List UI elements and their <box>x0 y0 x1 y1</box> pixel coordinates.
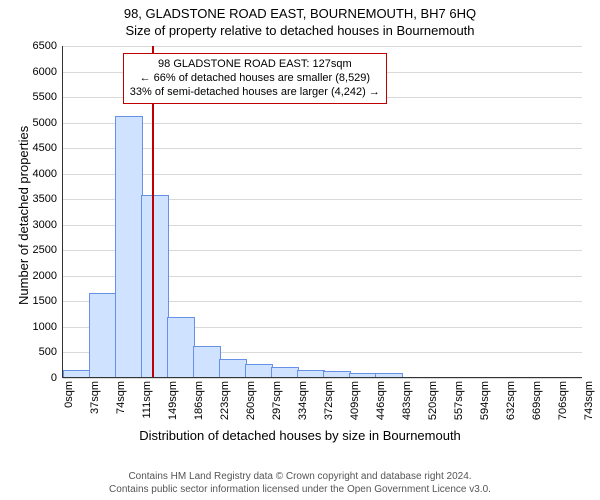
y-tick-label: 1500 <box>33 295 57 307</box>
y-tick-label: 2000 <box>33 270 57 282</box>
x-tick-label: 74sqm <box>115 381 127 414</box>
y-gridline <box>63 378 582 379</box>
x-tick-label: 409sqm <box>349 381 361 420</box>
x-tick-label: 520sqm <box>427 381 439 420</box>
chart-plot-area: 0500100015002000250030003500400045005000… <box>62 46 582 378</box>
annotation-line1: 98 GLADSTONE ROAD EAST: 127sqm <box>130 57 380 71</box>
histogram-bar <box>219 359 246 377</box>
histogram-bar <box>297 370 324 377</box>
x-tick-label: 557sqm <box>453 381 465 420</box>
x-tick-label: 743sqm <box>583 381 595 420</box>
histogram-bar <box>115 116 142 377</box>
y-tick-label: 3500 <box>33 193 57 205</box>
y-tick-label: 500 <box>39 346 57 358</box>
attribution-line2: Contains public sector information licen… <box>0 483 600 496</box>
histogram-bar <box>63 370 90 377</box>
chart-title-address: 98, GLADSTONE ROAD EAST, BOURNEMOUTH, BH… <box>0 0 600 21</box>
y-tick-label: 1000 <box>33 321 57 333</box>
x-tick-label: 37sqm <box>89 381 101 414</box>
y-tick-label: 4500 <box>33 142 57 154</box>
histogram-bar <box>141 195 168 377</box>
histogram-bar <box>271 367 298 377</box>
x-tick-label: 706sqm <box>557 381 569 420</box>
y-tick-label: 5500 <box>33 91 57 103</box>
x-tick-label: 483sqm <box>401 381 413 420</box>
y-tick-label: 5000 <box>33 117 57 129</box>
x-tick-label: 446sqm <box>375 381 387 420</box>
y-axis-title: Number of detached properties <box>16 126 31 305</box>
histogram-bar <box>349 373 376 377</box>
x-tick-label: 0sqm <box>63 381 75 408</box>
histogram-bar <box>323 371 350 377</box>
x-tick-label: 260sqm <box>245 381 257 420</box>
y-tick-label: 3000 <box>33 219 57 231</box>
y-gridline <box>63 46 582 47</box>
histogram-bar <box>375 373 402 377</box>
x-axis-title: Distribution of detached houses by size … <box>0 428 600 443</box>
x-tick-label: 334sqm <box>297 381 309 420</box>
histogram-bar <box>193 346 220 377</box>
histogram-bar <box>89 293 116 377</box>
x-tick-label: 372sqm <box>323 381 335 420</box>
y-tick-label: 4000 <box>33 168 57 180</box>
attribution-text: Contains HM Land Registry data © Crown c… <box>0 470 600 496</box>
annotation-line2: ← 66% of detached houses are smaller (8,… <box>130 71 380 85</box>
x-tick-label: 594sqm <box>479 381 491 420</box>
chart-title-subtitle: Size of property relative to detached ho… <box>0 21 600 38</box>
x-tick-label: 669sqm <box>531 381 543 420</box>
y-tick-label: 6000 <box>33 66 57 78</box>
annotation-line3: 33% of semi-detached houses are larger (… <box>130 85 380 99</box>
x-tick-label: 297sqm <box>271 381 283 420</box>
annotation-box: 98 GLADSTONE ROAD EAST: 127sqm← 66% of d… <box>123 53 387 104</box>
x-tick-label: 149sqm <box>167 381 179 420</box>
x-tick-label: 186sqm <box>193 381 205 420</box>
histogram-bar <box>167 317 194 377</box>
x-tick-label: 632sqm <box>505 381 517 420</box>
x-tick-label: 223sqm <box>219 381 231 420</box>
histogram-bar <box>245 364 272 377</box>
x-tick-label: 111sqm <box>141 381 153 419</box>
y-tick-label: 2500 <box>33 244 57 256</box>
y-tick-label: 6500 <box>33 40 57 52</box>
attribution-line1: Contains HM Land Registry data © Crown c… <box>0 470 600 483</box>
y-tick-label: 0 <box>51 372 57 384</box>
